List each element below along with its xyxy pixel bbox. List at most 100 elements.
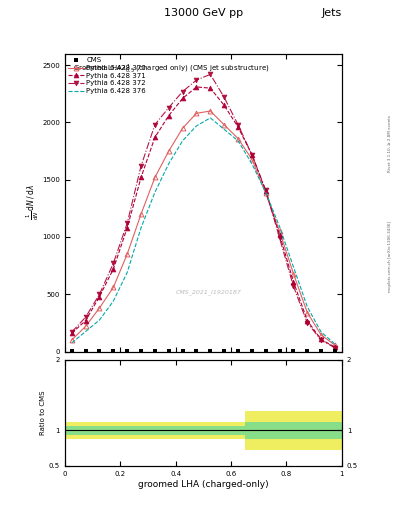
Pythia 6.428 371 bbox=[208, 85, 213, 91]
Pythia 6.428 376 bbox=[222, 126, 226, 133]
Y-axis label: Ratio to CMS: Ratio to CMS bbox=[40, 391, 46, 435]
Pythia 6.428 372 bbox=[319, 337, 323, 343]
Pythia 6.428 370 bbox=[222, 122, 226, 128]
Pythia 6.428 370 bbox=[125, 251, 130, 257]
CMS bbox=[263, 347, 269, 355]
Pythia 6.428 370 bbox=[111, 284, 116, 290]
CMS bbox=[180, 347, 186, 355]
CMS bbox=[207, 347, 213, 355]
Pythia 6.428 376 bbox=[208, 115, 213, 121]
Pythia 6.428 370 bbox=[263, 190, 268, 197]
Pythia 6.428 371 bbox=[236, 124, 241, 130]
Pythia 6.428 376 bbox=[166, 161, 171, 167]
Pythia 6.428 372 bbox=[263, 187, 268, 193]
Pythia 6.428 372 bbox=[152, 122, 157, 128]
Legend: CMS, Pythia 6.428 370, Pythia 6.428 371, Pythia 6.428 372, Pythia 6.428 376: CMS, Pythia 6.428 370, Pythia 6.428 371,… bbox=[67, 56, 147, 96]
CMS bbox=[276, 347, 283, 355]
Line: Pythia 6.428 370: Pythia 6.428 370 bbox=[69, 109, 338, 348]
CMS bbox=[83, 347, 89, 355]
Pythia 6.428 370 bbox=[152, 175, 157, 181]
Pythia 6.428 372 bbox=[194, 77, 199, 83]
Pythia 6.428 372 bbox=[208, 71, 213, 77]
Pythia 6.428 370 bbox=[277, 228, 282, 234]
CMS bbox=[110, 347, 116, 355]
Pythia 6.428 372 bbox=[70, 329, 74, 335]
Pythia 6.428 371 bbox=[194, 84, 199, 90]
Pythia 6.428 376 bbox=[111, 298, 116, 304]
Pythia 6.428 371 bbox=[332, 344, 337, 350]
Pythia 6.428 370 bbox=[83, 323, 88, 329]
Y-axis label: $\frac{1}{\mathrm{d}N}\,\mathrm{d}N\,/\,\mathrm{d}\lambda$: $\frac{1}{\mathrm{d}N}\,\mathrm{d}N\,/\,… bbox=[24, 185, 40, 221]
Pythia 6.428 371 bbox=[222, 102, 226, 109]
Pythia 6.428 372 bbox=[250, 152, 254, 158]
Pythia 6.428 376 bbox=[277, 224, 282, 230]
X-axis label: groomed LHA (charged-only): groomed LHA (charged-only) bbox=[138, 480, 269, 488]
Pythia 6.428 372 bbox=[180, 89, 185, 95]
Pythia 6.428 370 bbox=[291, 270, 296, 276]
Pythia 6.428 371 bbox=[111, 266, 116, 272]
CMS bbox=[193, 347, 200, 355]
Pythia 6.428 371 bbox=[263, 188, 268, 194]
Pythia 6.428 372 bbox=[111, 260, 116, 266]
Pythia 6.428 372 bbox=[97, 291, 102, 297]
Pythia 6.428 372 bbox=[277, 235, 282, 241]
Text: Rivet 3.1.10, ≥ 2.8M events: Rivet 3.1.10, ≥ 2.8M events bbox=[388, 115, 392, 172]
Pythia 6.428 376 bbox=[250, 161, 254, 167]
Pythia 6.428 370 bbox=[97, 305, 102, 311]
Pythia 6.428 371 bbox=[97, 293, 102, 300]
Pythia 6.428 376 bbox=[291, 264, 296, 270]
Pythia 6.428 371 bbox=[125, 225, 130, 231]
Pythia 6.428 372 bbox=[236, 122, 241, 128]
Pythia 6.428 376 bbox=[125, 269, 130, 275]
Text: 13000 GeV pp: 13000 GeV pp bbox=[164, 8, 243, 18]
Pythia 6.428 376 bbox=[70, 340, 74, 346]
Pythia 6.428 370 bbox=[236, 136, 241, 142]
Pythia 6.428 376 bbox=[139, 225, 143, 231]
CMS bbox=[249, 347, 255, 355]
Pythia 6.428 372 bbox=[83, 314, 88, 320]
Pythia 6.428 372 bbox=[166, 104, 171, 111]
Pythia 6.428 371 bbox=[305, 317, 310, 324]
CMS bbox=[165, 347, 172, 355]
Pythia 6.428 376 bbox=[236, 138, 241, 144]
CMS bbox=[235, 347, 241, 355]
Pythia 6.428 370 bbox=[305, 309, 310, 315]
CMS bbox=[304, 347, 310, 355]
CMS bbox=[138, 347, 144, 355]
Pythia 6.428 376 bbox=[305, 304, 310, 310]
Pythia 6.428 371 bbox=[152, 134, 157, 140]
Pythia 6.428 371 bbox=[250, 152, 254, 158]
Pythia 6.428 371 bbox=[180, 95, 185, 101]
Pythia 6.428 372 bbox=[125, 220, 130, 226]
Pythia 6.428 370 bbox=[139, 211, 143, 217]
Line: Pythia 6.428 371: Pythia 6.428 371 bbox=[69, 84, 338, 350]
Pythia 6.428 370 bbox=[70, 337, 74, 343]
Pythia 6.428 372 bbox=[222, 94, 226, 100]
Pythia 6.428 370 bbox=[332, 342, 337, 348]
Text: Jets: Jets bbox=[321, 8, 342, 18]
Pythia 6.428 370 bbox=[250, 156, 254, 162]
CMS bbox=[318, 347, 324, 355]
Line: Pythia 6.428 372: Pythia 6.428 372 bbox=[69, 72, 338, 350]
CMS bbox=[152, 347, 158, 355]
Pythia 6.428 376 bbox=[332, 341, 337, 347]
Pythia 6.428 376 bbox=[194, 123, 199, 129]
Pythia 6.428 370 bbox=[166, 148, 171, 154]
Pythia 6.428 371 bbox=[70, 330, 74, 336]
Line: Pythia 6.428 376: Pythia 6.428 376 bbox=[72, 118, 335, 344]
Pythia 6.428 372 bbox=[291, 283, 296, 289]
CMS bbox=[332, 347, 338, 355]
Pythia 6.428 376 bbox=[83, 328, 88, 334]
Pythia 6.428 371 bbox=[291, 279, 296, 285]
Pythia 6.428 371 bbox=[319, 336, 323, 343]
CMS bbox=[124, 347, 130, 355]
Pythia 6.428 372 bbox=[139, 163, 143, 169]
Pythia 6.428 371 bbox=[83, 317, 88, 324]
Pythia 6.428 376 bbox=[180, 138, 185, 144]
Pythia 6.428 376 bbox=[319, 329, 323, 335]
CMS bbox=[290, 347, 297, 355]
Pythia 6.428 376 bbox=[97, 317, 102, 323]
Pythia 6.428 376 bbox=[263, 189, 268, 196]
Pythia 6.428 372 bbox=[332, 345, 337, 351]
Pythia 6.428 370 bbox=[208, 108, 213, 114]
